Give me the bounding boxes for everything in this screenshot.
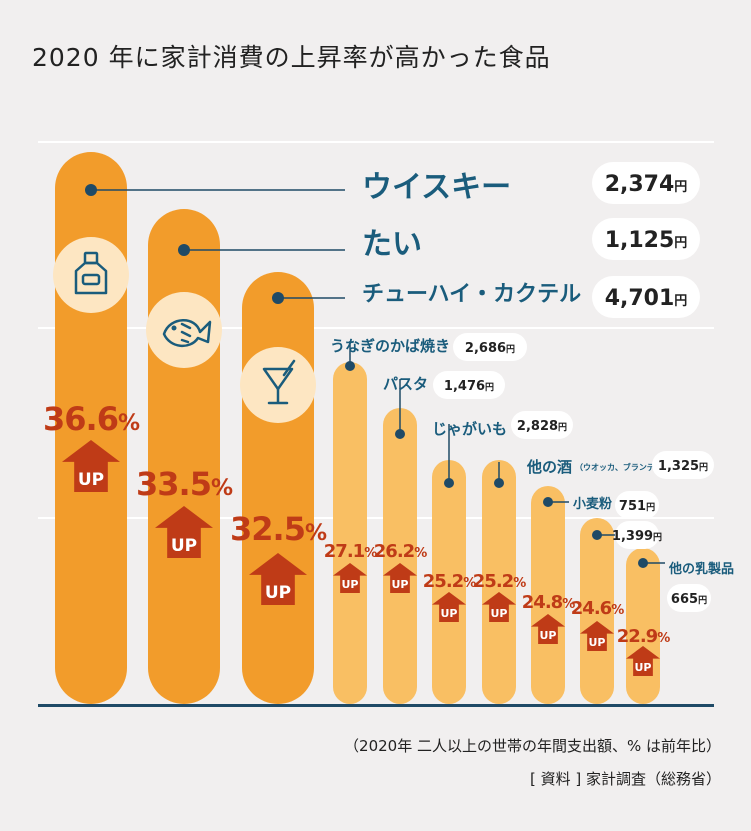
item-name-label: うなぎのかば焼き [330, 337, 450, 355]
amount-box [592, 276, 700, 318]
up-arrow-icon [249, 553, 307, 605]
bar-5 [383, 408, 417, 704]
up-arrow-label: UP [392, 578, 409, 591]
bar-2 [148, 209, 220, 704]
up-arrow-label: UP [635, 661, 652, 674]
up-arrow-label: UP [441, 607, 458, 620]
amount-value: 1,325円 [658, 459, 708, 474]
marker-dot [543, 497, 553, 507]
percent-label: 24.8% [522, 592, 575, 613]
percent-label: 24.6% [571, 598, 624, 619]
fish-eye [171, 325, 177, 331]
item-name-label: たい [362, 227, 422, 262]
glass-bowl [262, 367, 294, 391]
percent-label: 33.5% [136, 465, 233, 503]
amount-box [615, 521, 659, 549]
up-arrow-label: UP [589, 636, 606, 649]
amount-box [667, 584, 711, 612]
item-name-label: チューハイ・カクテル [362, 282, 581, 307]
marker-dot [178, 244, 190, 256]
up-arrow-icon [383, 563, 417, 593]
glass-stem [267, 387, 289, 405]
amount-value: 665円 [671, 592, 707, 607]
up-arrow-icon [333, 563, 367, 593]
bar-6 [432, 460, 466, 704]
amount-value: 1,125円 [605, 228, 688, 253]
basis-note: （2020年 二人以上の世帯の年間支出額、% は前年比） [344, 737, 721, 755]
bottle-label [81, 273, 101, 286]
fish-scales [180, 322, 192, 344]
marker-dot [444, 478, 454, 488]
up-arrow-label: UP [171, 536, 197, 556]
source-note: [ 資料 ] 家計調査（総務省） [529, 770, 721, 788]
percent-label: 32.5% [230, 510, 327, 548]
bottle-body [74, 261, 108, 295]
bar-3 [242, 272, 314, 704]
bar-4 [333, 362, 367, 704]
item-name-label: パスタ [383, 375, 428, 393]
amount-box [615, 491, 659, 519]
percent-label: 27.1% [324, 541, 377, 562]
marker-dot [638, 558, 648, 568]
baseline [38, 704, 714, 707]
amount-value: 2,686円 [465, 341, 515, 356]
amount-value: 2,374円 [605, 172, 688, 197]
marker-dot [592, 530, 602, 540]
marker-dot [395, 429, 405, 439]
marker-dot [494, 478, 504, 488]
item-name-label: 他の酒 [526, 458, 572, 476]
up-arrow-label: UP [78, 470, 104, 490]
marker-dot [85, 184, 97, 196]
up-arrow-icon [432, 592, 466, 622]
marker-dot [272, 292, 284, 304]
icon-circle [146, 292, 222, 368]
amount-box [511, 411, 573, 439]
amount-value: 1,399円 [612, 529, 662, 544]
amount-box [652, 451, 714, 479]
icon-circle [240, 347, 316, 423]
percent-label: 25.2% [423, 571, 476, 592]
amount-value: 4,701円 [605, 286, 688, 311]
up-arrow-icon [531, 614, 565, 644]
percent-label: 26.2% [374, 541, 427, 562]
cocktail-glass-icon [240, 347, 316, 423]
amount-value: 751円 [619, 499, 655, 514]
amount-value: 1,476円 [444, 379, 494, 394]
percent-label: 36.6% [43, 400, 140, 438]
up-arrow-icon [155, 506, 213, 558]
amount-box [592, 162, 700, 204]
up-arrow-icon [580, 621, 614, 651]
chart-title: 2020 年に家計消費の上昇率が高かった食品 [32, 43, 551, 72]
glass-straw [282, 359, 296, 377]
bar-7 [482, 460, 516, 704]
up-arrow-icon [482, 592, 516, 622]
up-arrow-icon [62, 440, 120, 492]
whisky-bottle-icon [53, 237, 129, 313]
up-arrow-label: UP [342, 578, 359, 591]
item-name-label: じゃがいも [432, 420, 507, 438]
up-arrow-label: UP [265, 583, 291, 603]
marker-dot [345, 361, 355, 371]
item-name-label: 小麦粉 [573, 496, 612, 512]
up-arrow-label: UP [540, 629, 557, 642]
amount-box [433, 371, 505, 399]
up-arrow-label: UP [491, 607, 508, 620]
fish-body [162, 319, 212, 347]
sea-bream-fish-icon [146, 292, 222, 368]
amount-box [592, 218, 700, 260]
up-arrow-icon [626, 646, 660, 676]
item-name-label: 他の乳製品 [668, 561, 734, 577]
bar-9 [580, 518, 614, 704]
item-name-label: ウイスキー [362, 170, 511, 205]
amount-box [453, 333, 527, 361]
percent-label: 25.2% [473, 571, 526, 592]
item-sub-label: （ウオッカ、ブランデーなど） [575, 462, 687, 472]
percent-label: 22.9% [617, 626, 670, 647]
bar-8 [531, 486, 565, 704]
amount-value: 2,828円 [517, 419, 567, 434]
